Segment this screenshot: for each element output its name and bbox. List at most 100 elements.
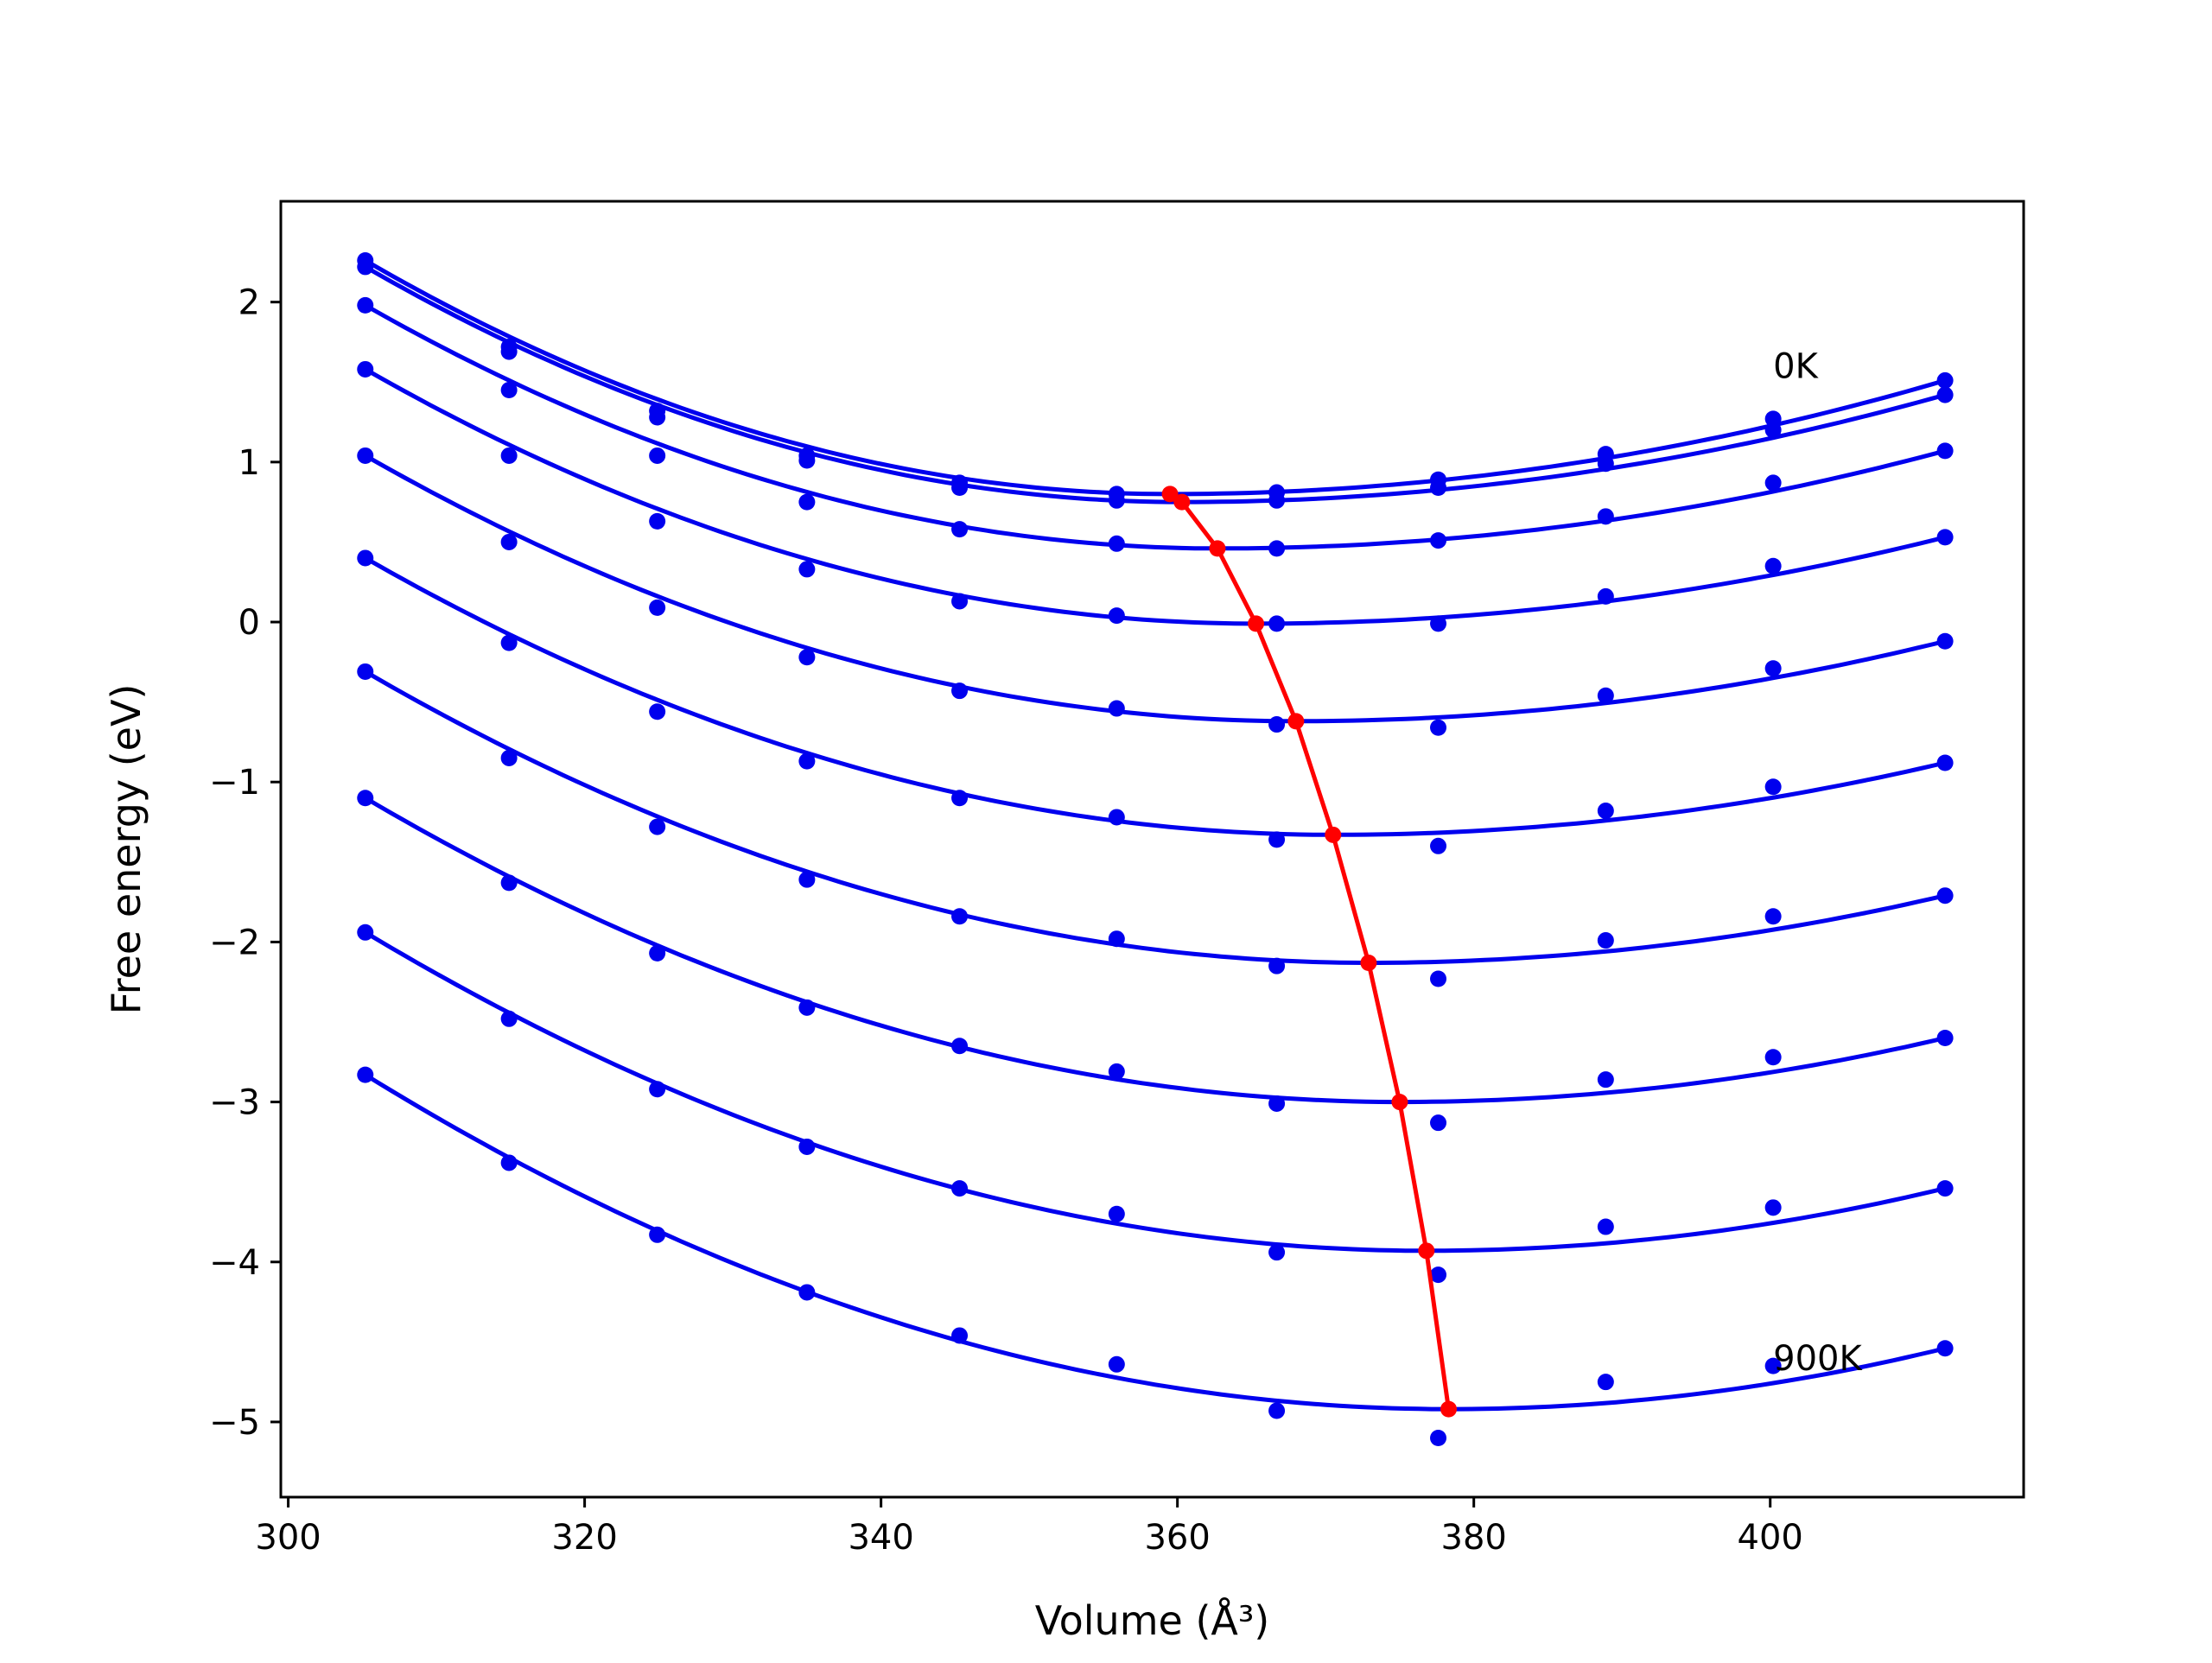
x-tick-label: 320 <box>551 1518 617 1558</box>
data-point <box>1597 932 1614 949</box>
data-point <box>951 593 969 610</box>
data-point <box>1597 687 1614 704</box>
series-fit-line <box>364 367 1946 626</box>
series-fit-line <box>364 796 1946 1105</box>
data-point <box>1108 1205 1125 1222</box>
data-point <box>951 790 969 807</box>
y-tick-label: −2 <box>209 923 260 962</box>
data-point <box>649 1226 666 1243</box>
data-point <box>1268 716 1286 733</box>
data-point <box>649 944 666 962</box>
data-point <box>500 634 518 651</box>
data-point <box>798 1138 816 1155</box>
data-point <box>1268 1402 1286 1419</box>
data-point <box>1764 660 1782 677</box>
data-point <box>1936 1340 1954 1357</box>
data-point <box>357 447 374 464</box>
data-point <box>649 599 666 616</box>
series-fit-line <box>364 454 1946 724</box>
data-point <box>500 1010 518 1027</box>
y-tick-label: −5 <box>209 1403 260 1443</box>
minimum-point <box>1391 1094 1408 1111</box>
data-point <box>951 682 969 700</box>
data-point <box>1268 1095 1286 1112</box>
data-point <box>951 1327 969 1344</box>
data-point <box>951 1038 969 1055</box>
data-point <box>357 663 374 680</box>
data-point <box>798 752 816 770</box>
series-fit-line <box>364 264 1946 505</box>
y-tick-label: −3 <box>209 1083 260 1123</box>
y-tick-label: 0 <box>238 603 260 643</box>
series-fit-line <box>364 1072 1946 1412</box>
data-point <box>798 649 816 666</box>
data-point <box>1108 700 1125 717</box>
data-point <box>1108 1063 1125 1080</box>
axis-ticks: 300 320 340 360 380 400 2 1 0 −1 −2 −3 −4 −5 <box>209 283 1803 1558</box>
data-point <box>357 924 374 941</box>
data-point <box>500 343 518 360</box>
data-point <box>1764 1357 1782 1374</box>
data-point <box>1936 529 1954 546</box>
data-point <box>1430 837 1447 854</box>
y-tick-label: −4 <box>209 1243 260 1283</box>
data-point <box>1764 557 1782 574</box>
data-point <box>1108 492 1125 509</box>
y-axis-label: Free energy (eV) <box>103 684 149 1015</box>
minimum-path-line <box>1168 492 1451 1410</box>
data-point <box>1936 754 1954 771</box>
data-point <box>500 533 518 550</box>
minimum-point <box>1440 1400 1458 1418</box>
data-point <box>1430 1266 1447 1284</box>
data-point <box>1430 615 1447 632</box>
series-fit-line <box>364 930 1946 1254</box>
data-point <box>649 703 666 720</box>
data-point <box>1936 442 1954 460</box>
data-point <box>1764 474 1782 492</box>
minimum-point <box>1325 826 1342 843</box>
x-tick-label: 360 <box>1144 1518 1210 1558</box>
data-point <box>1430 532 1447 549</box>
data-point <box>357 258 374 276</box>
data-point <box>1108 930 1125 948</box>
data-point <box>1764 908 1782 925</box>
series-fit-line <box>364 555 1946 837</box>
data-point <box>1268 540 1286 557</box>
plot-frame <box>279 200 2025 1499</box>
y-tick-label: 1 <box>238 443 260 483</box>
minimum-point <box>1360 954 1377 971</box>
data-point <box>1108 809 1125 826</box>
series-fit-line <box>364 670 1946 965</box>
data-point <box>1597 803 1614 820</box>
data-point <box>649 512 666 530</box>
data-point <box>1936 887 1954 904</box>
x-axis-label: Volume (Å³) <box>1035 1597 1270 1644</box>
data-point <box>357 360 374 378</box>
data-point <box>500 382 518 399</box>
series-label: 0K <box>1773 347 1819 387</box>
data-point <box>1268 492 1286 509</box>
data-point <box>1936 371 1954 389</box>
data-point <box>951 1180 969 1197</box>
minimum-point <box>1248 615 1265 632</box>
series-fit-line <box>364 303 1946 551</box>
x-tick-label: 340 <box>848 1518 913 1558</box>
data-point <box>798 871 816 888</box>
data-point <box>1430 1114 1447 1132</box>
data-point <box>1597 455 1614 473</box>
data-point <box>1597 587 1614 605</box>
data-point <box>1108 1355 1125 1373</box>
data-point <box>951 908 969 925</box>
data-point <box>1936 1030 1954 1047</box>
data-point <box>1268 1244 1286 1261</box>
data-point <box>1430 719 1447 736</box>
data-point <box>1764 1199 1782 1216</box>
data-point <box>1764 1049 1782 1066</box>
data-point <box>1268 831 1286 848</box>
data-point <box>1597 508 1614 525</box>
data-point <box>649 447 666 464</box>
data-point <box>798 999 816 1016</box>
data-point <box>951 479 969 496</box>
minimum-point <box>1418 1242 1435 1260</box>
data-point <box>1936 1180 1954 1197</box>
